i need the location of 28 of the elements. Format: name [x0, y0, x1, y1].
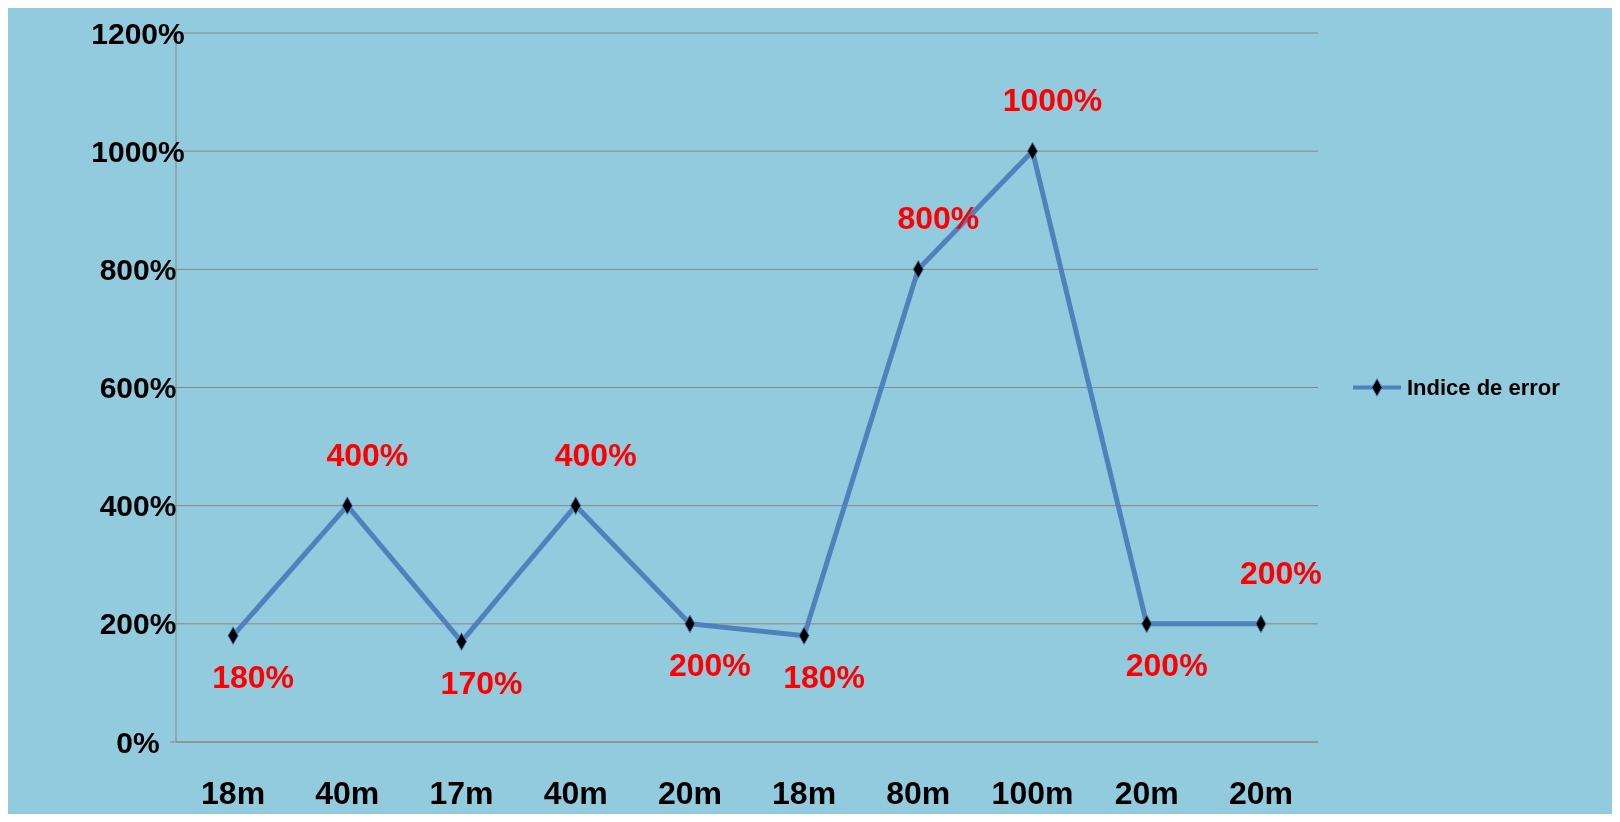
x-tick-label: 20m: [1228, 775, 1293, 811]
y-tick-label: 1000%: [91, 134, 185, 168]
data-label: 1000%: [1002, 82, 1103, 119]
x-tick-label: 18m: [201, 775, 266, 811]
data-label: 200%: [668, 646, 751, 683]
y-tick-label: 600%: [99, 371, 177, 404]
x-tick-label: 20m: [1114, 775, 1179, 811]
x-tick-label: 17m: [429, 775, 494, 811]
y-tick-label: 0%: [116, 725, 160, 759]
x-tick-label: 18m: [772, 775, 837, 811]
data-label: 180%: [212, 658, 295, 695]
data-label: 400%: [326, 436, 409, 473]
data-label: 800%: [897, 200, 980, 237]
y-tick-label: 1200%: [91, 16, 185, 50]
data-label: 200%: [1239, 554, 1322, 591]
x-tick-label: 40m: [315, 775, 380, 811]
x-tick-label: 20m: [657, 775, 722, 811]
data-label: 170%: [440, 664, 523, 701]
legend-label: Indice de error: [1407, 375, 1561, 401]
x-tick-label: 40m: [543, 775, 608, 811]
y-tick-label: 400%: [99, 489, 177, 523]
data-label: 180%: [783, 658, 866, 695]
x-tick-label: 80m: [886, 775, 951, 811]
y-tick-label: 800%: [99, 252, 177, 286]
data-label: 200%: [1125, 646, 1208, 683]
y-tick-label: 200%: [99, 607, 177, 641]
data-label: 400%: [554, 436, 637, 473]
x-tick-label: 100m: [991, 775, 1074, 811]
